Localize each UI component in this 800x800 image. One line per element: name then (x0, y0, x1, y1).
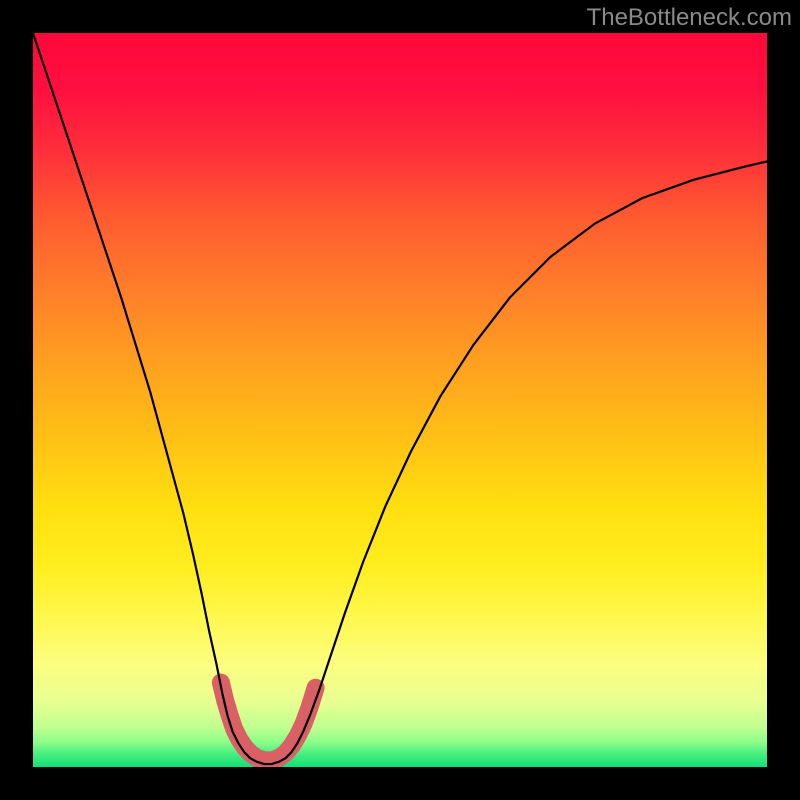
gradient-background (33, 33, 767, 767)
watermark-text: TheBottleneck.com (587, 4, 792, 32)
bottleneck-chart (33, 33, 767, 767)
chart-plot-area (33, 33, 767, 767)
